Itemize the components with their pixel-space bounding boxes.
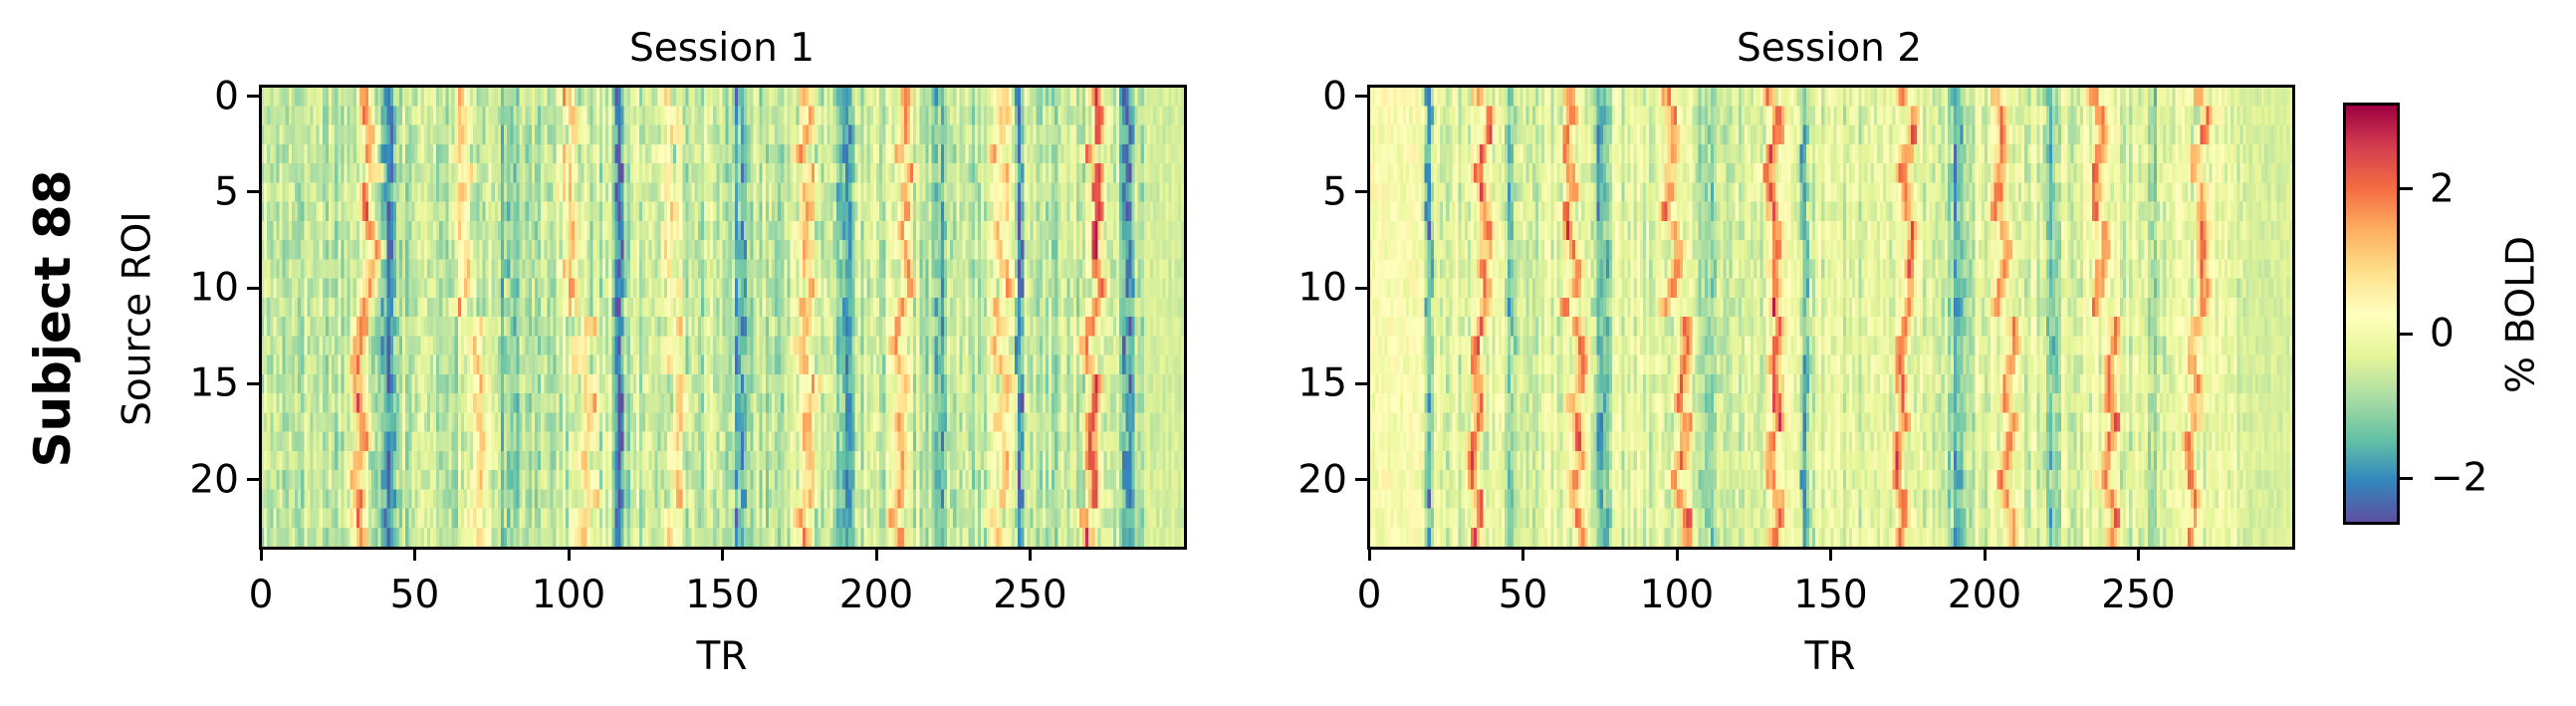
x-axis-label: TR: [1804, 634, 1856, 679]
colorbar-tick: [2400, 332, 2413, 336]
y-tick-label: 20: [189, 457, 239, 503]
x-tick-label: 150: [1793, 573, 1868, 617]
x-tick: [2137, 548, 2140, 561]
plot-frame: [259, 85, 1187, 550]
heatmap-session-1: [261, 87, 1184, 547]
x-tick: [259, 548, 263, 561]
y-tick-label: 0: [214, 74, 239, 119]
x-axis-label: TR: [696, 634, 748, 679]
panel-title: Session 1: [628, 26, 816, 71]
heatmap-session-2: [1369, 87, 2292, 547]
y-tick: [1355, 95, 1368, 99]
y-tick-label: 5: [214, 169, 239, 215]
x-tick: [567, 548, 571, 561]
x-tick-label: 100: [531, 573, 606, 617]
x-tick: [1983, 548, 1987, 561]
row-title: Subject 88: [24, 169, 82, 468]
x-tick-label: 0: [248, 573, 274, 617]
x-tick-label: 50: [1498, 573, 1548, 617]
colorbar-tick: [2400, 187, 2413, 191]
colorbar-tick-label: 0: [2430, 311, 2455, 356]
x-tick-label: 0: [1356, 573, 1382, 617]
y-tick: [247, 190, 260, 194]
panel-title: Session 2: [1736, 26, 1923, 71]
x-tick: [413, 548, 416, 561]
colorbar-tick-label: −2: [2431, 455, 2488, 501]
colorbar-tick: [2400, 476, 2413, 480]
y-tick: [247, 381, 260, 385]
x-tick-label: 200: [838, 573, 914, 617]
x-tick-label: 100: [1639, 573, 1715, 617]
x-tick: [1675, 548, 1679, 561]
y-tick-label: 10: [189, 265, 239, 311]
y-tick: [247, 478, 260, 482]
y-tick: [247, 286, 260, 290]
x-tick: [1522, 548, 1524, 561]
x-tick-label: 50: [389, 573, 440, 617]
y-tick: [1355, 478, 1368, 482]
x-tick-label: 250: [993, 573, 1067, 617]
x-tick: [1829, 548, 1832, 561]
x-tick-label: 250: [2101, 573, 2176, 617]
y-tick-label: 5: [1322, 169, 1347, 215]
x-tick-label: 200: [1947, 573, 2022, 617]
y-tick-label: 15: [1297, 360, 1347, 406]
colorbar-label: % BOLD: [2498, 236, 2544, 393]
y-tick: [1355, 381, 1368, 385]
y-tick-label: 20: [1297, 457, 1347, 503]
y-tick: [1355, 190, 1368, 194]
x-tick-label: 150: [685, 573, 760, 617]
y-tick: [247, 95, 260, 99]
x-tick: [1029, 548, 1032, 561]
plot-frame: [1367, 85, 2295, 550]
y-tick-label: 0: [1322, 74, 1347, 119]
colorbar-tick-label: 2: [2430, 166, 2455, 212]
x-tick: [1367, 548, 1371, 561]
y-axis-label: Source ROI: [115, 211, 160, 426]
y-tick-label: 10: [1297, 265, 1347, 311]
y-tick: [1355, 286, 1368, 290]
x-tick: [721, 548, 724, 561]
colorbar-gradient: [2343, 103, 2400, 525]
x-tick: [874, 548, 878, 561]
y-tick-label: 15: [189, 360, 239, 406]
